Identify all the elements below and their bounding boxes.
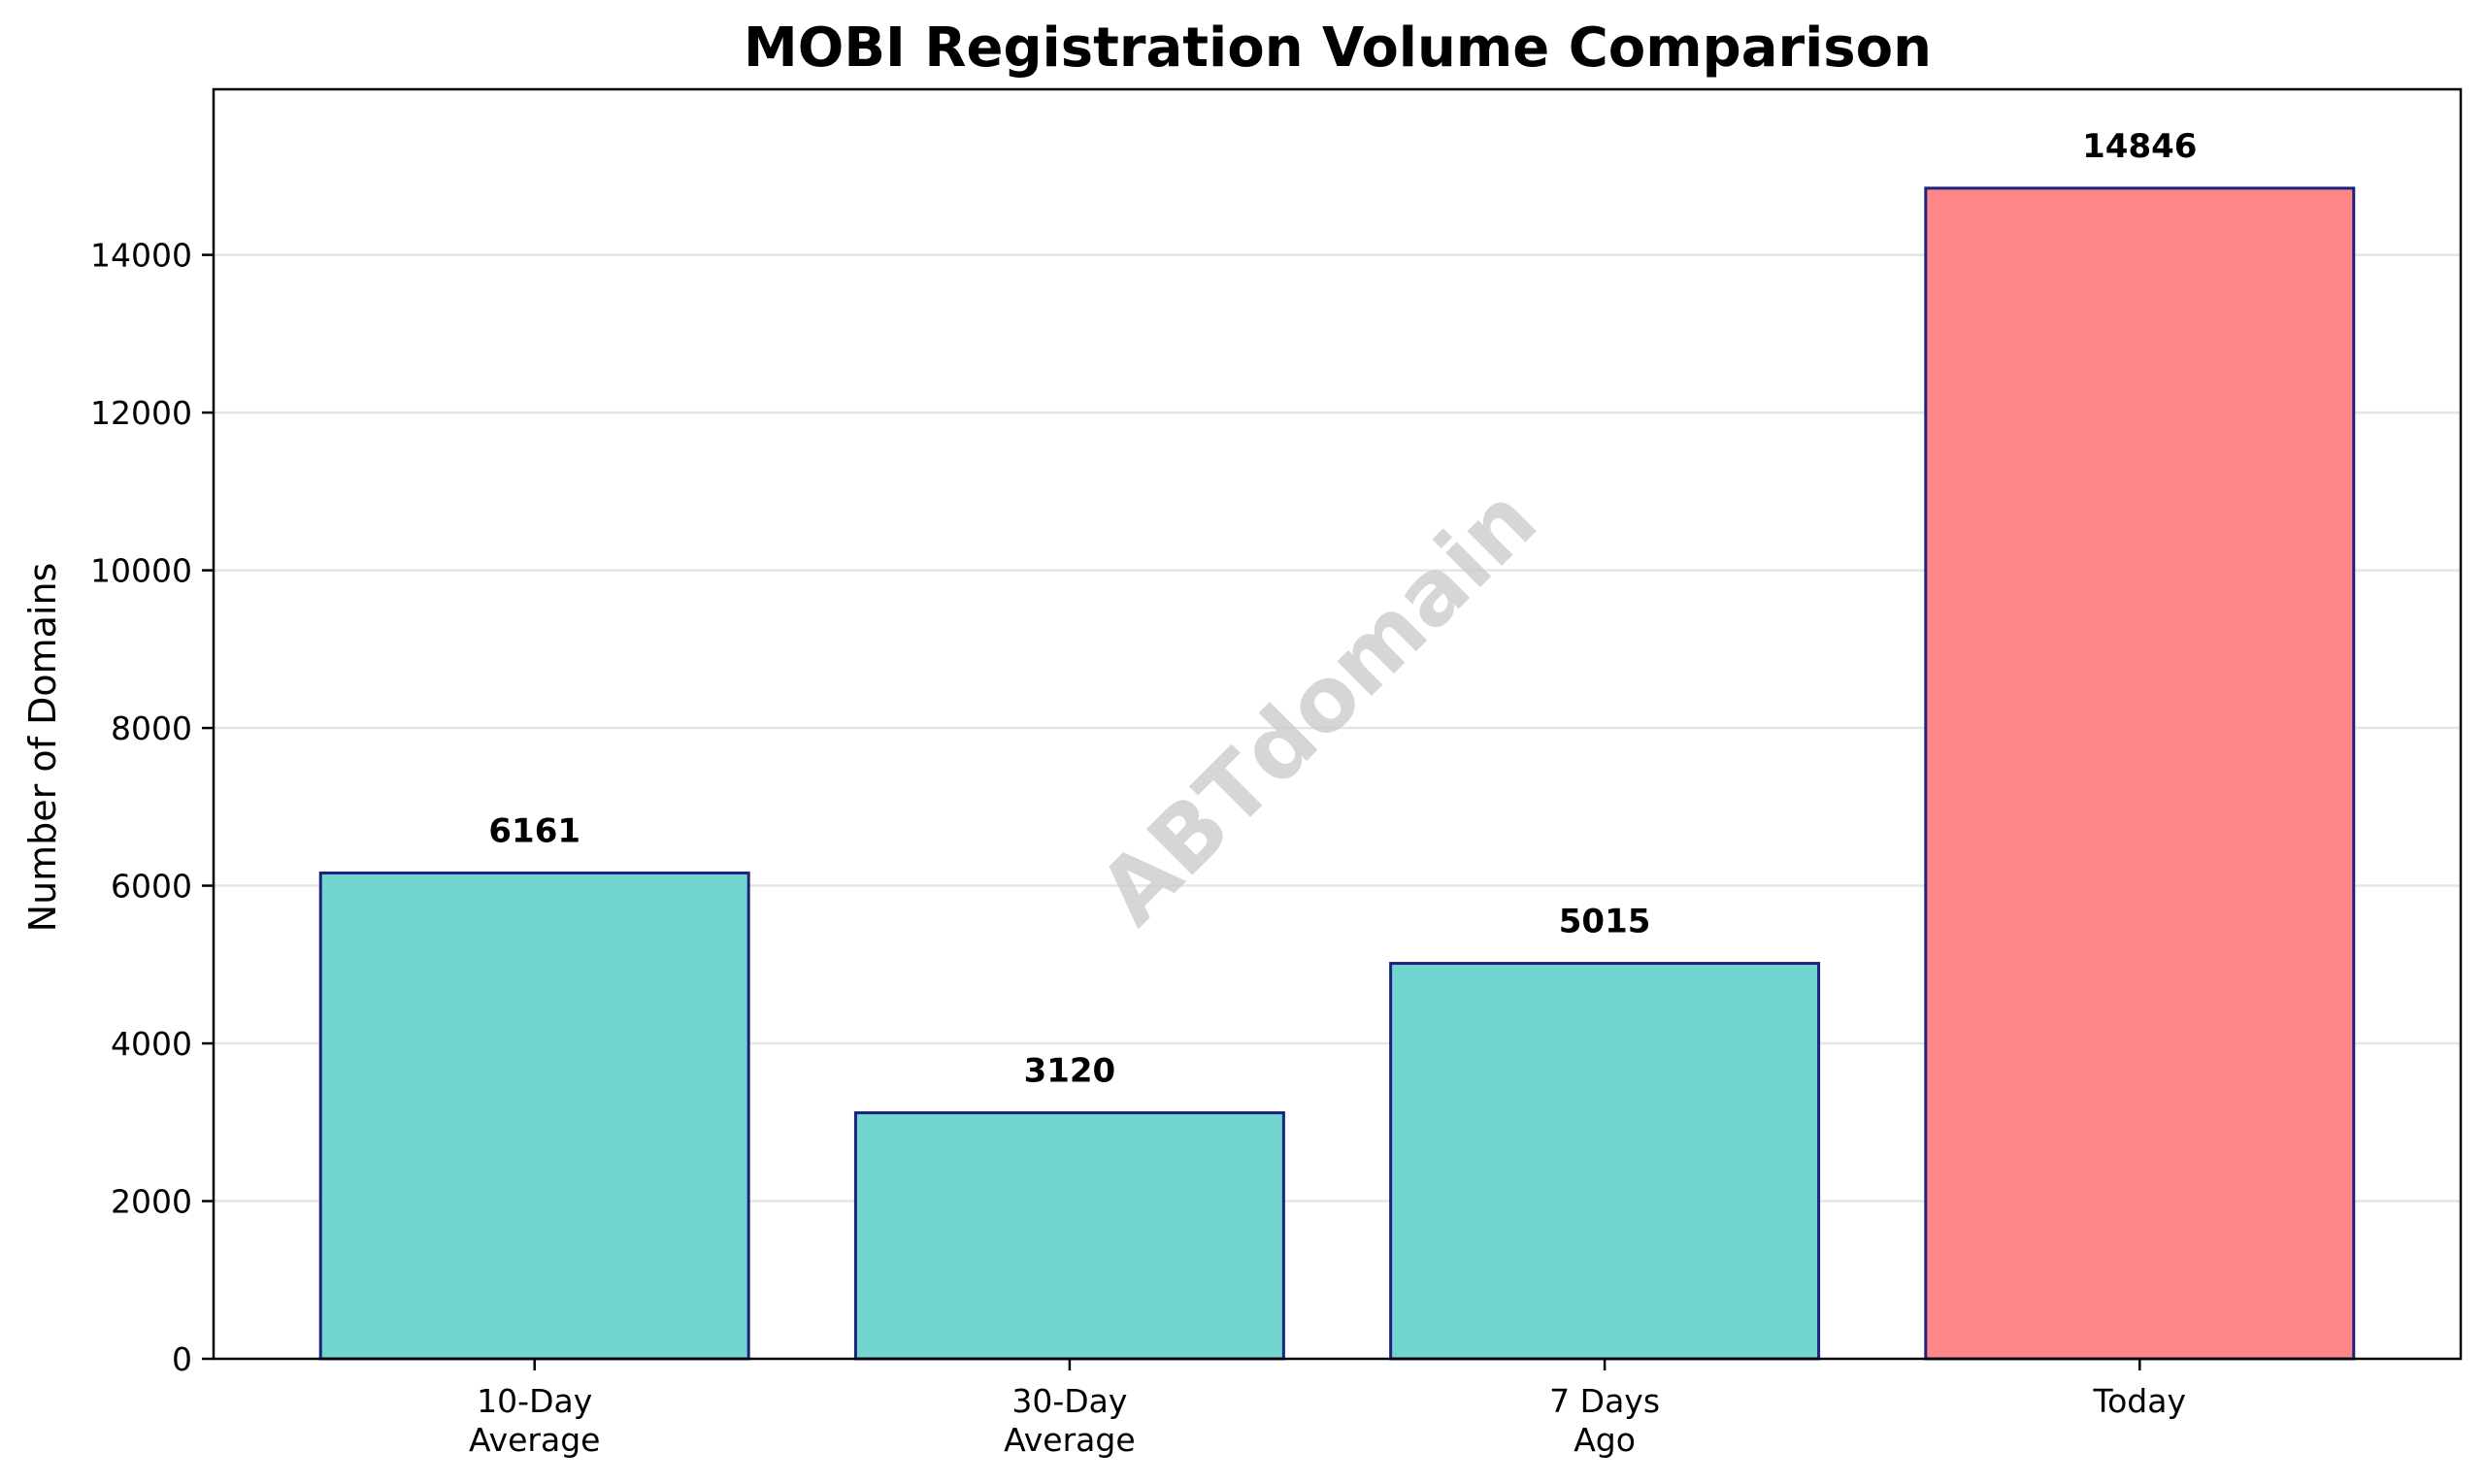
y-tick-label-14000: 14000 <box>90 237 192 275</box>
plot-frame <box>212 87 2463 1361</box>
x-tick-label-line: 30-Day <box>1011 1382 1127 1420</box>
x-tick-label-today: Today <box>2093 1382 2186 1420</box>
data-label-7-days-ago: 5015 <box>1559 903 1651 941</box>
bar-10-day-average <box>318 871 750 1361</box>
data-label-today: 14846 <box>2082 127 2197 166</box>
x-tick-label-line: Average <box>1004 1421 1136 1459</box>
y-axis-label: Number of Domains <box>21 563 64 933</box>
y-tick-label-6000: 6000 <box>111 868 192 906</box>
y-tick-label-8000: 8000 <box>111 709 192 747</box>
x-tick-label-line: Today <box>2093 1382 2186 1420</box>
x-tick-label-line: 7 Days <box>1549 1382 1660 1420</box>
x-tick-label-line: Average <box>469 1421 601 1459</box>
y-tick-label-2000: 2000 <box>111 1183 192 1221</box>
watermark: ABTdomain <box>1079 468 1557 945</box>
x-tick-label-7-days-ago: 7 Days Ago <box>1549 1382 1660 1459</box>
data-label-10-day-average: 6161 <box>488 811 580 850</box>
x-tick-label-30-day-average: 30-Day Average <box>1004 1382 1136 1459</box>
bar-today <box>1924 186 2356 1361</box>
bar-30-day-average <box>853 1111 1285 1361</box>
y-tick-label-0: 0 <box>172 1340 192 1378</box>
x-tick-label-line: 10-Day <box>477 1382 592 1420</box>
data-label-30-day-average: 3120 <box>1024 1052 1116 1091</box>
y-tick-label-12000: 12000 <box>90 394 192 432</box>
y-tick-label-4000: 4000 <box>111 1025 192 1063</box>
x-tick-label-10-day-average: 10-Day Average <box>469 1382 601 1459</box>
chart-title: MOBI Registration Volume Comparison <box>744 16 1932 80</box>
x-tick-label-line: Ago <box>1574 1421 1636 1459</box>
watermark-layer: ABTdomain <box>1079 468 1557 945</box>
y-tick-label-10000: 10000 <box>90 552 192 590</box>
data-labels: 6161 3120 5015 14846 <box>488 127 2197 1091</box>
bars <box>318 186 2356 1361</box>
bar-7-days-ago <box>1389 962 1821 1361</box>
